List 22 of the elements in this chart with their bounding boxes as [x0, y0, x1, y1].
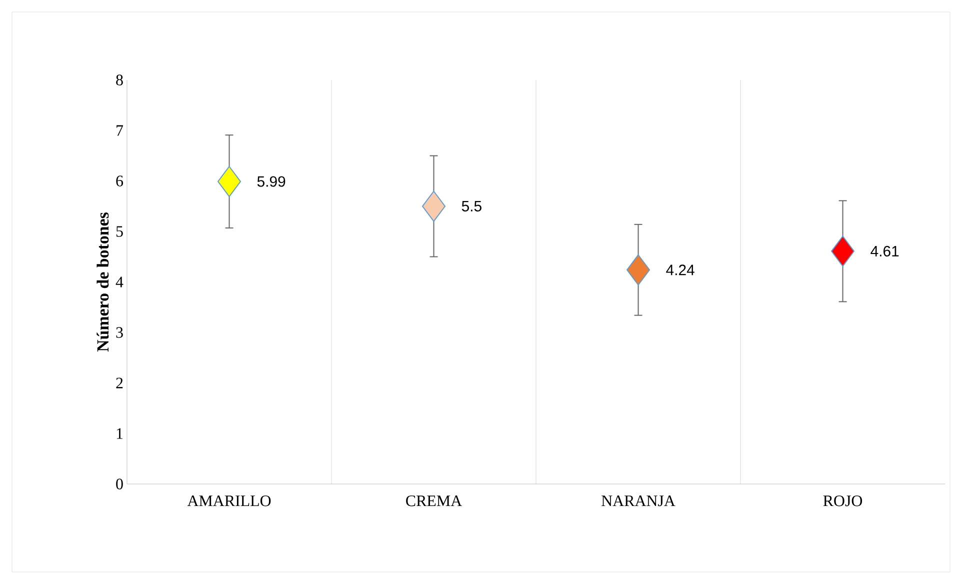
y-tick-label: 8 [116, 74, 123, 86]
point [218, 166, 242, 197]
x-tick-label: CREMA [406, 496, 462, 506]
y-tick-label: 7 [116, 125, 124, 136]
y-tick-label: 0 [116, 478, 123, 490]
y-tick-label: 2 [116, 378, 123, 388]
x-tick-label: NARANJA [602, 496, 676, 506]
data-label: 4.24 [666, 264, 694, 276]
data-label: 5.99 [257, 176, 286, 187]
y-axis-title: Número de botones [96, 212, 109, 352]
y-tick-label: 3 [116, 327, 123, 338]
y-tick-label: 6 [116, 176, 124, 186]
y-tick-label: 1 [116, 428, 123, 439]
data-label: 4.61 [870, 246, 899, 256]
point [422, 190, 446, 222]
y-tick-label: 4 [116, 276, 124, 288]
x-tick-label: ROJO [823, 496, 862, 506]
data-label: 5.5 [462, 201, 482, 212]
point [626, 254, 650, 286]
point [831, 236, 855, 267]
y-tick-label: 5 [116, 226, 123, 237]
x-tick-label: AMARILLO [187, 496, 271, 506]
